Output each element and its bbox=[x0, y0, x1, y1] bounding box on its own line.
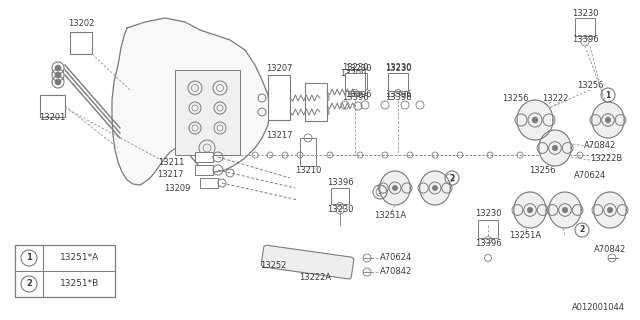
Circle shape bbox=[433, 186, 438, 190]
Text: 13256: 13256 bbox=[502, 93, 528, 102]
Text: A70624: A70624 bbox=[574, 171, 606, 180]
Text: 13222A: 13222A bbox=[299, 274, 331, 283]
Bar bbox=[345, 73, 365, 91]
Text: 13396: 13396 bbox=[326, 178, 353, 187]
Bar bbox=[300, 138, 316, 166]
Polygon shape bbox=[112, 18, 270, 185]
Text: 13230: 13230 bbox=[327, 205, 353, 214]
Polygon shape bbox=[539, 130, 572, 166]
Bar bbox=[388, 73, 408, 91]
Circle shape bbox=[55, 79, 61, 85]
Text: 13210: 13210 bbox=[295, 165, 321, 174]
Polygon shape bbox=[594, 192, 626, 228]
Bar bbox=[175, 70, 240, 155]
Text: 13396: 13396 bbox=[385, 90, 412, 99]
Bar bbox=[305, 83, 327, 121]
Text: 13396: 13396 bbox=[345, 90, 371, 99]
Text: 13251*B: 13251*B bbox=[60, 279, 100, 289]
Text: A012001044: A012001044 bbox=[572, 303, 625, 313]
Bar bbox=[349, 73, 367, 89]
Polygon shape bbox=[380, 171, 410, 205]
Text: 13222B: 13222B bbox=[590, 154, 622, 163]
Bar bbox=[389, 73, 407, 89]
Circle shape bbox=[607, 207, 612, 213]
Text: 13251A: 13251A bbox=[509, 230, 541, 239]
Bar bbox=[15, 245, 115, 297]
Bar bbox=[195, 152, 213, 162]
Text: 2: 2 bbox=[26, 279, 32, 289]
Text: 13217: 13217 bbox=[266, 131, 292, 140]
Bar bbox=[200, 178, 218, 188]
Text: 13251*A: 13251*A bbox=[60, 253, 100, 262]
Text: 13252: 13252 bbox=[260, 260, 286, 269]
Polygon shape bbox=[592, 102, 624, 138]
Text: 13396: 13396 bbox=[342, 92, 368, 101]
Text: 13209: 13209 bbox=[164, 183, 190, 193]
Polygon shape bbox=[549, 192, 581, 228]
Bar bbox=[70, 32, 92, 54]
Text: 13209: 13209 bbox=[340, 68, 366, 77]
Circle shape bbox=[392, 186, 397, 190]
Text: 13230: 13230 bbox=[572, 9, 598, 18]
Text: 1: 1 bbox=[605, 91, 611, 100]
Circle shape bbox=[527, 207, 532, 213]
Text: 13230: 13230 bbox=[345, 63, 371, 73]
Text: 1: 1 bbox=[378, 188, 383, 196]
Text: 13217: 13217 bbox=[157, 170, 184, 179]
Circle shape bbox=[605, 117, 611, 123]
Circle shape bbox=[55, 72, 61, 78]
Bar bbox=[195, 165, 213, 175]
Text: A70842: A70842 bbox=[594, 245, 626, 254]
Text: 13201: 13201 bbox=[39, 113, 65, 122]
Circle shape bbox=[532, 117, 538, 123]
Text: A70842: A70842 bbox=[584, 140, 616, 149]
Text: 13230: 13230 bbox=[385, 62, 412, 71]
Bar bbox=[40, 95, 65, 117]
Text: 13251A: 13251A bbox=[374, 211, 406, 220]
Text: 13230: 13230 bbox=[475, 210, 501, 219]
Bar bbox=[268, 75, 290, 120]
Text: 2: 2 bbox=[449, 173, 454, 182]
Text: 13230: 13230 bbox=[342, 62, 368, 71]
Text: 13207: 13207 bbox=[266, 63, 292, 73]
Text: 13396: 13396 bbox=[475, 239, 501, 249]
Circle shape bbox=[563, 207, 568, 213]
Text: 13202: 13202 bbox=[68, 19, 94, 28]
Polygon shape bbox=[514, 192, 546, 228]
Text: 13396: 13396 bbox=[572, 35, 598, 44]
Text: 13396: 13396 bbox=[385, 92, 412, 101]
Circle shape bbox=[552, 145, 557, 151]
Bar bbox=[575, 18, 595, 36]
Polygon shape bbox=[517, 100, 553, 140]
Text: 13211: 13211 bbox=[157, 157, 184, 166]
Bar bbox=[331, 188, 349, 204]
Text: 13256: 13256 bbox=[577, 81, 604, 90]
Text: A70624: A70624 bbox=[380, 253, 412, 262]
Polygon shape bbox=[420, 171, 451, 205]
Text: 1: 1 bbox=[26, 253, 32, 262]
Text: 13222: 13222 bbox=[542, 93, 568, 102]
Text: 13230: 13230 bbox=[385, 63, 412, 73]
FancyBboxPatch shape bbox=[261, 245, 354, 279]
Text: 2: 2 bbox=[579, 226, 584, 235]
Bar bbox=[478, 220, 498, 238]
Circle shape bbox=[55, 65, 61, 71]
Text: A70842: A70842 bbox=[380, 268, 412, 276]
Text: 13256: 13256 bbox=[529, 165, 556, 174]
